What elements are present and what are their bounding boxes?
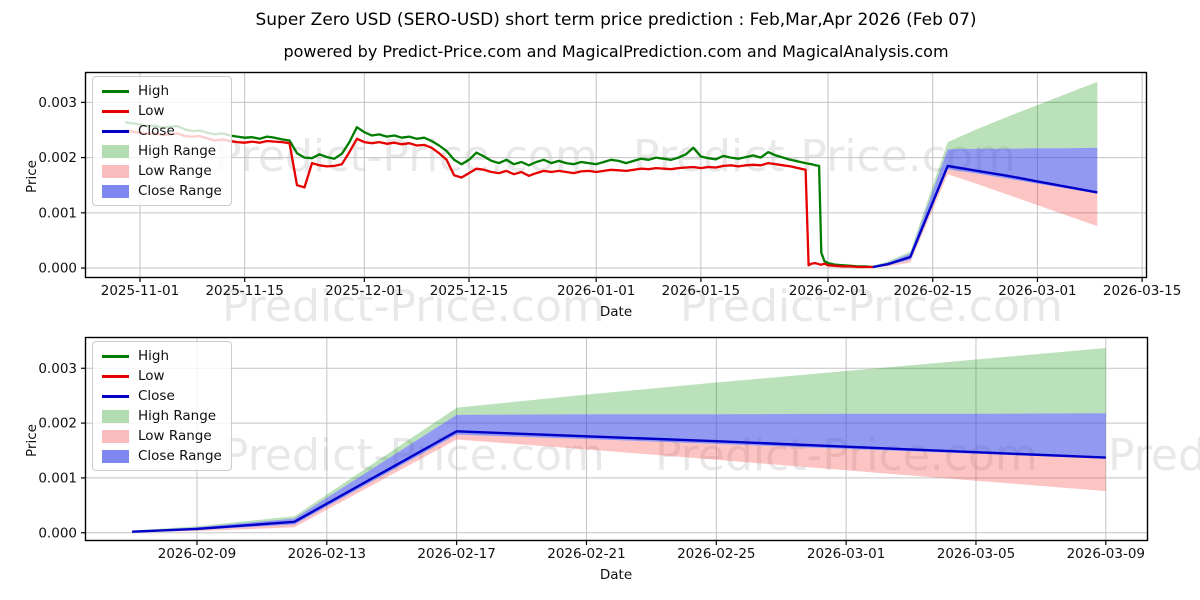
x-tick-label: 2026-01-15 xyxy=(662,283,740,299)
legend-item-close: Close xyxy=(102,386,222,406)
x-axis-label-main: Date xyxy=(599,304,633,320)
low-line xyxy=(124,129,873,269)
legend-patch-swatch xyxy=(102,409,129,423)
legend-item-close: Close xyxy=(102,121,222,141)
legend-item-high-range: High Range xyxy=(102,406,222,426)
legend-patch-swatch xyxy=(102,164,129,178)
low-range-band xyxy=(872,169,1098,268)
low-range-band xyxy=(132,434,1106,533)
legend-item-low-range: Low Range xyxy=(102,426,222,446)
legend-line-swatch xyxy=(102,394,129,398)
x-tick-label: 2025-12-01 xyxy=(325,283,403,299)
legend-item-high: High xyxy=(102,346,222,366)
x-tick-label: 2026-03-15 xyxy=(1103,283,1181,299)
legend-item-label: High Range xyxy=(138,408,217,424)
axes-spine xyxy=(84,71,1148,279)
legend-line-swatch xyxy=(102,109,129,113)
x-tick-label: 2025-11-15 xyxy=(205,283,283,299)
y-tick-label: 0.000 xyxy=(38,261,77,277)
x-tick-label: 2026-03-01 xyxy=(998,283,1076,299)
x-tick-label: 2026-02-01 xyxy=(789,283,867,299)
legend-line-swatch xyxy=(102,129,129,133)
axes-spine xyxy=(84,336,1149,542)
high-line xyxy=(124,121,873,269)
legend-item-label: Close Range xyxy=(138,183,222,199)
x-tick-label: 2026-02-25 xyxy=(677,546,755,562)
legend-item-low-range: Low Range xyxy=(102,161,222,181)
x-tick-label: 2026-03-09 xyxy=(1067,546,1145,562)
legend-item-label: Close xyxy=(138,123,175,139)
legend-item-close-range: Close Range xyxy=(102,181,222,201)
legend-item-label: Low Range xyxy=(138,428,212,444)
page-title: Super Zero USD (SERO-USD) short term pri… xyxy=(255,10,977,30)
legend-item-close-range: Close Range xyxy=(102,446,222,466)
close-line xyxy=(872,164,1098,269)
x-tick-label: 2026-02-17 xyxy=(417,546,495,562)
legend-item-label: Low xyxy=(138,103,165,119)
legend-forecast: High Low Close High Range Low Range Close Ran… xyxy=(92,341,232,471)
legend-item-low: Low xyxy=(102,101,222,121)
high-range-band xyxy=(872,81,1098,267)
legend-line-swatch xyxy=(102,354,129,358)
legend-patch-swatch xyxy=(102,144,129,158)
x-tick-label: 2026-02-09 xyxy=(158,546,236,562)
legend-item-low: Low xyxy=(102,366,222,386)
legend-patch-swatch xyxy=(102,184,129,198)
y-tick-label: 0.001 xyxy=(38,470,77,486)
legend-item-label: High xyxy=(138,348,170,364)
x-tick-label: 2026-02-13 xyxy=(288,546,366,562)
price-chart-main: 2025-11-01 2025-11-15 2025-12-01 2025-12-15… xyxy=(38,71,1181,299)
legend-patch-swatch xyxy=(102,429,129,443)
x-tick-label: 2026-03-01 xyxy=(807,546,885,562)
x-tick-label: 2026-03-05 xyxy=(937,546,1015,562)
high-range-band xyxy=(132,348,1106,532)
x-tick-label: 2026-02-21 xyxy=(547,546,625,562)
legend-item-label: Low xyxy=(138,368,165,384)
close-range-band xyxy=(132,413,1106,533)
x-axis-label-forecast: Date xyxy=(599,567,633,583)
y-tick-label: 0.002 xyxy=(38,416,77,432)
y-tick-label: 0.002 xyxy=(38,150,77,166)
y-tick-label: 0.003 xyxy=(38,95,77,111)
x-tick-label: 2025-12-15 xyxy=(430,283,508,299)
legend-main: High Low Close High Range Low Range Close Ran… xyxy=(92,76,232,206)
close-line xyxy=(132,430,1106,533)
close-range-band xyxy=(872,147,1098,268)
y-tick-label: 0.001 xyxy=(38,205,77,221)
legend-item-high: High xyxy=(102,81,222,101)
x-tick-label: 2026-02-15 xyxy=(893,283,971,299)
y-tick-label: 0.003 xyxy=(38,361,77,377)
price-chart-main-canvas: 2025-11-01 2025-11-15 2025-12-01 2025-12-15… xyxy=(38,71,1181,299)
legend-line-swatch xyxy=(102,374,129,378)
legend-item-label: Low Range xyxy=(138,163,212,179)
page-subtitle: powered by Predict-Price.com and Magical… xyxy=(283,42,949,61)
legend-item-label: Close Range xyxy=(138,448,222,464)
legend-line-swatch xyxy=(102,89,129,93)
price-chart-forecast: 2026-02-09 2026-02-13 2026-02-17 2026-02-21… xyxy=(38,336,1149,562)
legend-item-label: Close xyxy=(138,388,175,404)
legend-patch-swatch xyxy=(102,449,129,463)
legend-item-label: High Range xyxy=(138,143,217,159)
x-tick-label: 2025-11-01 xyxy=(101,283,179,299)
x-tick-label: 2026-01-01 xyxy=(557,283,635,299)
legend-item-label: High xyxy=(138,83,170,99)
legend-item-high-range: High Range xyxy=(102,141,222,161)
y-tick-label: 0.000 xyxy=(38,525,77,541)
price-chart-forecast-canvas: 2026-02-09 2026-02-13 2026-02-17 2026-02-21… xyxy=(38,336,1149,562)
